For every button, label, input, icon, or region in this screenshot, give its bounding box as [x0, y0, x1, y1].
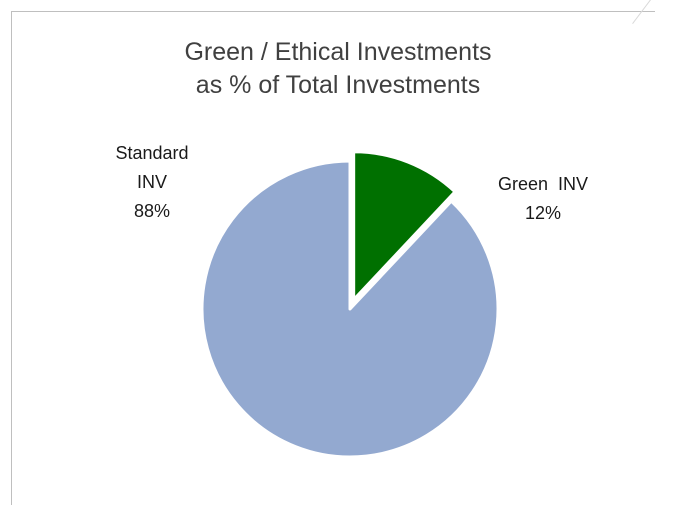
- slice-label-standard-percent: 88%: [134, 201, 170, 221]
- chart-frame-left-border: [11, 11, 12, 505]
- chart-title-line-1: Green / Ethical Investments: [184, 38, 492, 66]
- slice-label-green-percent: 12%: [525, 203, 561, 223]
- slice-label-green-name: Green INV: [498, 174, 588, 194]
- pie-slice-standard: [200, 159, 500, 459]
- chart-title-line-2: as % of Total Investments: [195, 71, 481, 99]
- chart-frame-top-border: [11, 11, 655, 12]
- pie-slices: [200, 150, 500, 459]
- pie-slice-green: [352, 150, 457, 302]
- chart-title: Green / Ethical Investments as % of Tota…: [0, 36, 676, 102]
- slice-label-standard-name-line-2: INV: [137, 172, 167, 192]
- slice-label-standard-name-line-1: Standard: [115, 143, 188, 163]
